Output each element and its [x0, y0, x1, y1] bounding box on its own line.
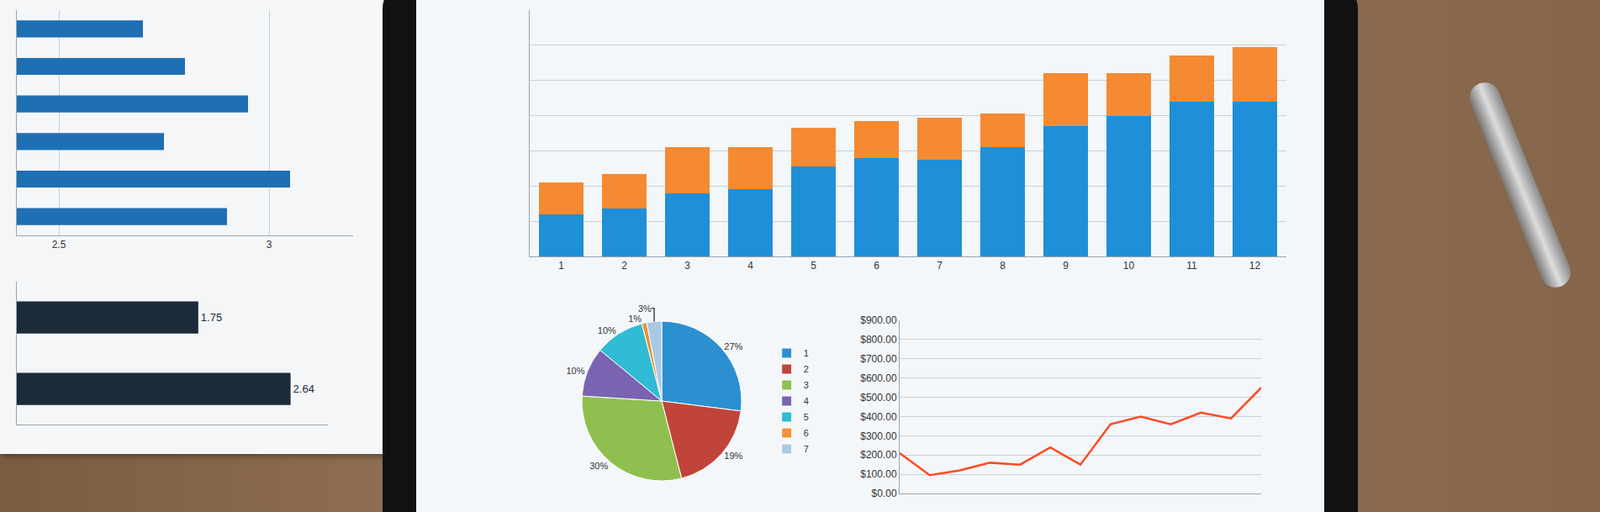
svg-text:$100.00: $100.00 [860, 468, 898, 481]
svg-text:6: 6 [803, 427, 809, 439]
svg-text:2.5: 2.5 [52, 238, 67, 251]
svg-text:8: 8 [999, 259, 1006, 272]
svg-text:30%: 30% [589, 460, 608, 471]
svg-text:4: 4 [747, 259, 754, 272]
svg-text:5: 5 [810, 259, 817, 272]
svg-text:$300.00: $300.00 [860, 430, 898, 443]
svg-text:10: 10 [1123, 259, 1136, 272]
svg-text:2: 2 [621, 259, 628, 272]
svg-text:$800.00: $800.00 [860, 333, 898, 346]
svg-text:10%: 10% [597, 325, 617, 336]
svg-text:$500.00: $500.00 [860, 391, 898, 404]
svg-text:19%: 19% [723, 450, 743, 461]
svg-text:$400.00: $400.00 [860, 411, 898, 423]
svg-text:$900.00: $900.00 [860, 314, 898, 327]
svg-text:$0.00: $0.00 [871, 487, 898, 500]
svg-text:11: 11 [1186, 259, 1198, 272]
svg-text:3: 3 [266, 238, 273, 251]
svg-text:4: 4 [803, 396, 809, 407]
svg-text:$600.00: $600.00 [860, 372, 898, 385]
svg-text:2: 2 [803, 364, 809, 375]
svg-text:3%: 3% [638, 303, 652, 314]
svg-text:1%: 1% [628, 313, 642, 324]
svg-text:$700.00: $700.00 [860, 353, 898, 365]
svg-text:7: 7 [936, 259, 943, 272]
svg-text:5: 5 [803, 411, 809, 423]
svg-text:1: 1 [558, 259, 565, 272]
svg-text:3: 3 [803, 380, 809, 391]
svg-text:27%: 27% [723, 341, 743, 352]
svg-text:1: 1 [803, 348, 809, 359]
svg-text:12: 12 [1249, 259, 1262, 272]
svg-text:7: 7 [803, 443, 809, 455]
svg-text:10%: 10% [565, 365, 585, 376]
svg-text:2.64: 2.64 [293, 382, 315, 396]
svg-text:$200.00: $200.00 [860, 448, 898, 461]
svg-text:6: 6 [873, 259, 880, 272]
svg-text:3: 3 [684, 259, 691, 272]
svg-text:9: 9 [1062, 259, 1069, 272]
svg-text:1.75: 1.75 [200, 311, 222, 324]
